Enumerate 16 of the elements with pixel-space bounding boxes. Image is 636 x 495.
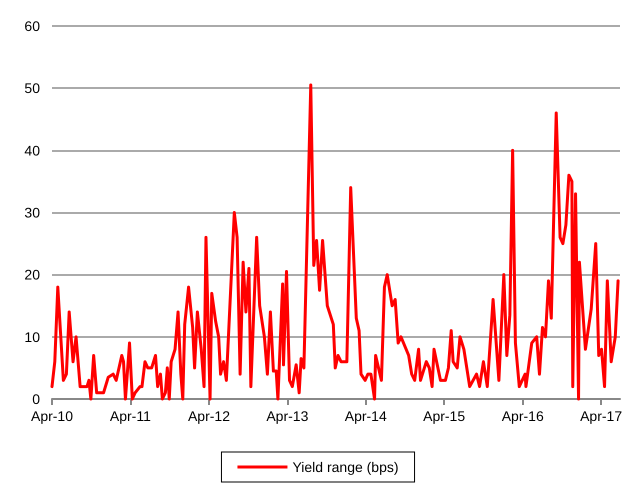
x-tick-label: Apr-15 [423,408,466,424]
x-tick-label: Apr-13 [266,408,309,424]
y-tick-label: 0 [32,391,40,407]
y-tick-label: 60 [24,18,40,34]
y-tick-label: 50 [24,80,40,96]
x-tick-label: Apr-10 [30,408,74,424]
y-tick-label: 40 [24,142,40,158]
y-tick-label: 30 [24,204,40,220]
x-tick-label: Apr-11 [110,408,152,424]
legend-label: Yield range (bps) [292,459,399,475]
x-tick-label: Apr-12 [188,408,230,424]
y-tick-label: 10 [24,328,40,345]
x-tick-label: Apr-16 [502,408,544,424]
x-tick-label: Apr-14 [344,408,387,424]
x-tick-label: Apr-17 [580,408,622,424]
y-tick-label: 20 [24,266,40,283]
